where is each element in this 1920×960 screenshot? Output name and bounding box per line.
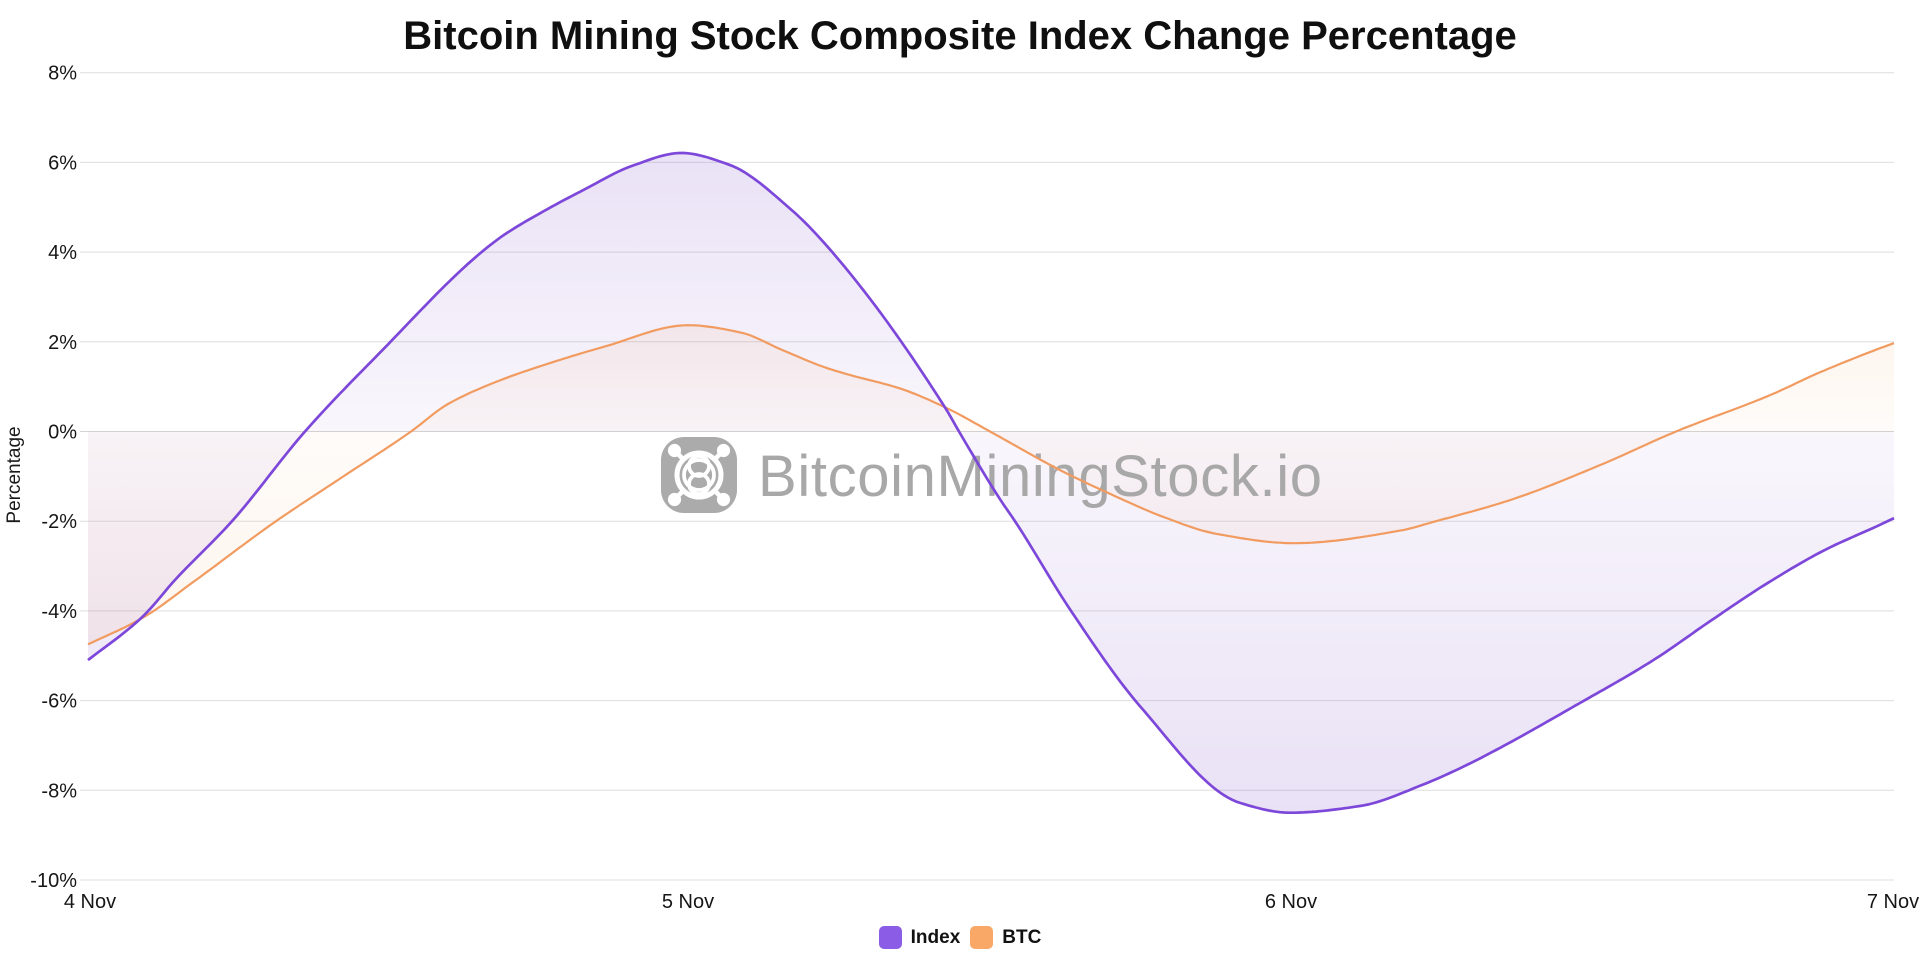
svg-text:-10%: -10% <box>30 870 77 892</box>
svg-text:-2%: -2% <box>41 511 77 533</box>
svg-text:6 Nov: 6 Nov <box>1265 891 1317 913</box>
svg-text:2%: 2% <box>48 332 77 354</box>
svg-text:-8%: -8% <box>41 780 77 802</box>
svg-text:5 Nov: 5 Nov <box>662 891 714 913</box>
svg-text:4 Nov: 4 Nov <box>64 891 116 913</box>
svg-text:-4%: -4% <box>41 601 77 623</box>
svg-text:0%: 0% <box>48 422 77 444</box>
svg-text:8%: 8% <box>48 63 77 85</box>
svg-text:6%: 6% <box>48 152 77 174</box>
svg-text:4%: 4% <box>48 242 77 264</box>
svg-text:7 Nov: 7 Nov <box>1867 891 1919 913</box>
svg-text:-6%: -6% <box>41 691 77 713</box>
svg-text:Percentage: Percentage <box>4 426 25 523</box>
svg-text:BitcoinMiningStock.io: BitcoinMiningStock.io <box>758 444 1322 509</box>
